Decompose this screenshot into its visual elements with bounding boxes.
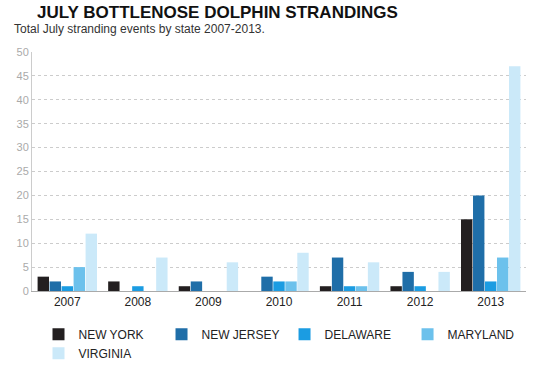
svg-text:35: 35 (17, 118, 29, 130)
svg-text:2010: 2010 (266, 295, 293, 309)
svg-text:10: 10 (17, 237, 29, 249)
svg-text:30: 30 (17, 141, 29, 153)
svg-text:0: 0 (23, 285, 29, 297)
svg-text:Total July stranding events by: Total July stranding events by state 200… (14, 22, 265, 36)
svg-text:50: 50 (17, 46, 29, 58)
svg-text:5: 5 (23, 261, 29, 273)
svg-text:45: 45 (17, 70, 29, 82)
svg-text:DELAWARE: DELAWARE (325, 328, 391, 342)
svg-text:JULY BOTTLENOSE DOLPHIN STRAND: JULY BOTTLENOSE DOLPHIN STRANDINGS (37, 3, 398, 22)
svg-text:2013: 2013 (477, 295, 504, 309)
svg-text:2012: 2012 (407, 295, 434, 309)
svg-text:25: 25 (17, 165, 29, 177)
svg-text:VIRGINIA: VIRGINIA (79, 347, 132, 361)
svg-text:2007: 2007 (54, 295, 81, 309)
svg-text:20: 20 (17, 189, 29, 201)
svg-text:NEW JERSEY: NEW JERSEY (202, 328, 280, 342)
svg-text:40: 40 (17, 94, 29, 106)
svg-text:2011: 2011 (337, 295, 363, 309)
svg-text:15: 15 (17, 213, 29, 225)
svg-text:MARYLAND: MARYLAND (448, 328, 515, 342)
svg-text:2008: 2008 (125, 295, 152, 309)
svg-text:2009: 2009 (195, 295, 222, 309)
svg-text:NEW YORK: NEW YORK (79, 328, 144, 342)
